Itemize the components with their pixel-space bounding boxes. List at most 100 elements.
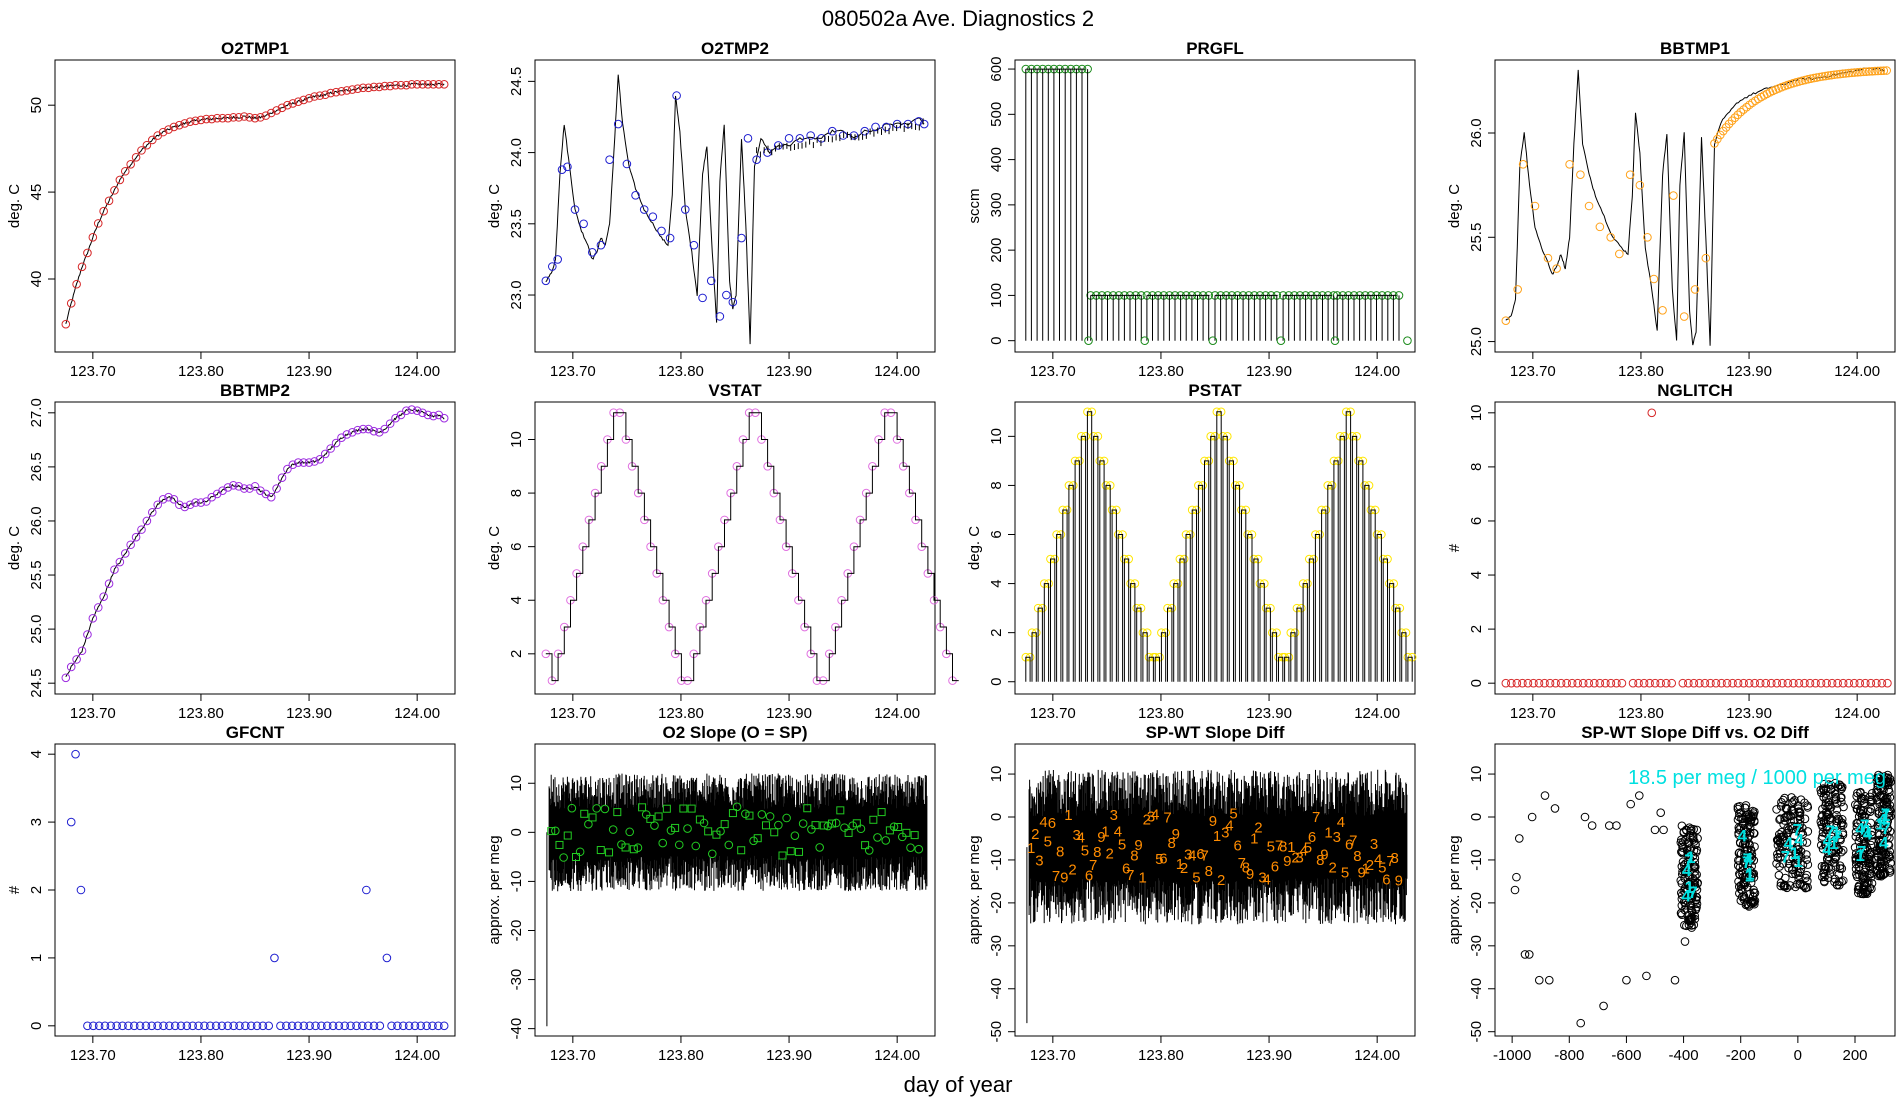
- data-point: [605, 155, 614, 165]
- data-point: [250, 113, 260, 123]
- data-point: [118, 1021, 127, 1031]
- data-point: [1635, 180, 1645, 190]
- data-point: [882, 122, 891, 132]
- data-point: [277, 473, 287, 483]
- data-point: [1584, 678, 1594, 688]
- cluster-point: [1802, 855, 1812, 864]
- y-tick-label: -50: [1468, 1021, 1485, 1043]
- data-point: [1849, 678, 1859, 688]
- x-tick-label: 123.70: [70, 363, 116, 380]
- data-point: [358, 1021, 367, 1031]
- data-point: [1645, 678, 1654, 688]
- y-tick-label: 2: [508, 650, 525, 658]
- cluster-point: [1865, 859, 1874, 869]
- scatter-point: [1550, 804, 1560, 813]
- data-point: [1639, 678, 1649, 688]
- panel-title: O2TMP1: [221, 39, 289, 58]
- scatter-point: [1599, 1001, 1608, 1011]
- data-point: [1883, 678, 1892, 688]
- marker-digit: 2: [1180, 860, 1188, 877]
- panel-title: BBTMP2: [220, 381, 290, 400]
- cluster-point: [1686, 914, 1695, 924]
- cluster-point: [1830, 836, 1839, 846]
- data-point: [288, 99, 298, 108]
- data-point: [657, 226, 666, 236]
- y-tick-label: 0: [988, 813, 1005, 821]
- data-point: [229, 480, 238, 490]
- x-tick-label: 123.70: [1510, 363, 1556, 380]
- data-point: [223, 483, 233, 492]
- data-point: [1867, 66, 1877, 76]
- marker-square: [795, 847, 804, 856]
- cluster-digit: 4: [1863, 824, 1873, 843]
- cluster-point: [1851, 864, 1861, 874]
- data-point: [1717, 678, 1726, 688]
- marker-circle: [807, 825, 816, 834]
- marker-digit: 8: [1390, 850, 1398, 867]
- cluster-point: [1680, 905, 1689, 915]
- marker-digit: 7: [1201, 847, 1209, 864]
- marker-digit: 3: [1035, 853, 1043, 870]
- marker-square: [679, 804, 688, 813]
- cluster-point: [1676, 838, 1686, 847]
- y-tick-label: -10: [988, 849, 1005, 871]
- x-tick-label: 123.80: [1618, 363, 1664, 380]
- marker-digit: 5: [1044, 834, 1052, 851]
- cluster-point: [1738, 839, 1748, 849]
- y-tick-label: -30: [988, 935, 1005, 957]
- data-point: [1590, 678, 1599, 688]
- marker-digit: 7: [1238, 855, 1246, 872]
- y-tick-label: 600: [988, 57, 1005, 82]
- cluster-point: [1879, 869, 1888, 879]
- cluster-point: [1855, 854, 1865, 863]
- data-point: [185, 500, 195, 510]
- marker-square: [869, 815, 878, 824]
- panel-title: PSTAT: [1188, 381, 1242, 400]
- y-axis-label: deg. C: [6, 526, 23, 570]
- data-point: [234, 113, 244, 122]
- data-point: [66, 299, 76, 308]
- scatter-point: [1626, 799, 1636, 809]
- data-point: [120, 549, 130, 558]
- cluster-point: [1875, 837, 1884, 846]
- data-point: [1877, 678, 1887, 688]
- cluster-point: [1867, 879, 1877, 888]
- x-tick-label: 123.90: [286, 705, 332, 722]
- y-tick-label: 50: [28, 97, 45, 114]
- data-point: [838, 131, 848, 140]
- cluster-point: [1826, 781, 1836, 790]
- cluster-point: [1838, 830, 1848, 840]
- cluster-point: [1788, 869, 1797, 879]
- cluster-point: [1858, 845, 1868, 855]
- data-point: [211, 1021, 221, 1031]
- data-point: [1739, 678, 1748, 688]
- data-point: [191, 116, 200, 126]
- cluster-digit: 4: [1744, 849, 1754, 868]
- marker-digit: 6: [1085, 868, 1093, 885]
- data-point: [919, 119, 929, 129]
- data-point: [1800, 678, 1809, 688]
- plot-frame: [1014, 59, 1416, 353]
- data-point: [196, 498, 206, 507]
- data-point: [1861, 67, 1871, 76]
- panel-spwt_vs_o2: SP-WT Slope Diff vs. O2 Diff approx. per …: [1446, 723, 1896, 1064]
- data-point: [412, 406, 422, 415]
- data-point: [1856, 67, 1865, 77]
- marker-digit: 6: [1159, 851, 1167, 868]
- x-tick-label: 123.90: [286, 363, 332, 380]
- data-point: [1552, 264, 1561, 273]
- marker-circle: [592, 804, 601, 813]
- cluster-point: [1863, 831, 1872, 841]
- data-point: [1864, 67, 1874, 76]
- cluster-point: [1851, 827, 1861, 837]
- data-point: [180, 502, 190, 512]
- data-point: [380, 81, 390, 91]
- cluster-point: [1798, 837, 1807, 847]
- y-tick-label: -10: [508, 871, 525, 893]
- data-point: [1543, 253, 1553, 263]
- data-point: [142, 140, 152, 150]
- cluster-point: [1836, 793, 1846, 803]
- data-point: [188, 1021, 198, 1031]
- cluster-point: [1882, 855, 1892, 864]
